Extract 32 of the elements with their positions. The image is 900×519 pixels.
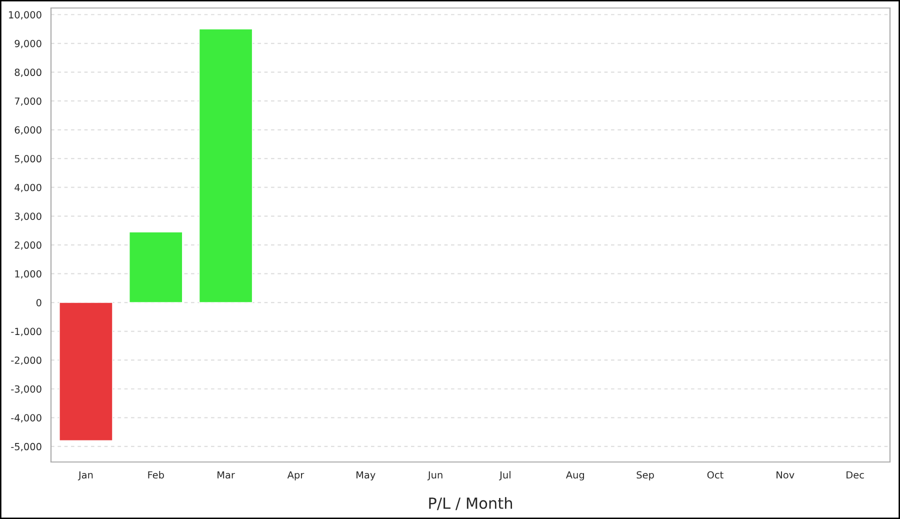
y-tick-label: 2,000 (14, 241, 42, 250)
x-tick-label: Aug (566, 471, 584, 480)
y-tick-label: 0 (36, 298, 42, 306)
x-tick-label: Feb (148, 471, 164, 479)
y-tick-label: 1,000 (15, 270, 42, 279)
y-tick-label: -1,000 (11, 328, 42, 336)
x-tick-label: Sep (636, 471, 654, 480)
x-axis-title: P/L / Month (429, 497, 512, 510)
x-tick-label: Jan (78, 471, 93, 480)
y-tick-label: 6,000 (14, 126, 42, 135)
y-tick-label: -4,000 (11, 414, 42, 422)
bar (198, 28, 253, 303)
y-tick-label: 3,000 (14, 212, 42, 221)
x-tick-label: Jun (427, 471, 442, 480)
y-tick-label: -5,000 (11, 442, 42, 452)
y-tick-label: -2,000 (11, 356, 42, 365)
x-tick-label: Jul (499, 471, 510, 480)
y-tick-label: 9,000 (14, 40, 42, 48)
x-tick-label: Oct (707, 471, 724, 479)
y-tick-label: -3,000 (11, 385, 42, 394)
bar (58, 302, 113, 442)
y-tick-label: 8,000 (14, 68, 42, 78)
x-tick-label: Dec (846, 471, 864, 479)
x-tick-label: Nov (776, 471, 794, 479)
x-tick-label: Mar (218, 471, 235, 479)
x-tick-label: Apr (287, 471, 304, 480)
x-tick-label: May (356, 471, 376, 480)
y-tick-label: 10,000 (9, 11, 42, 20)
bar (128, 232, 183, 303)
y-tick-label: 5,000 (14, 155, 42, 164)
y-tick-label: 7,000 (14, 97, 42, 106)
y-tick-label: 4,000 (14, 184, 42, 192)
